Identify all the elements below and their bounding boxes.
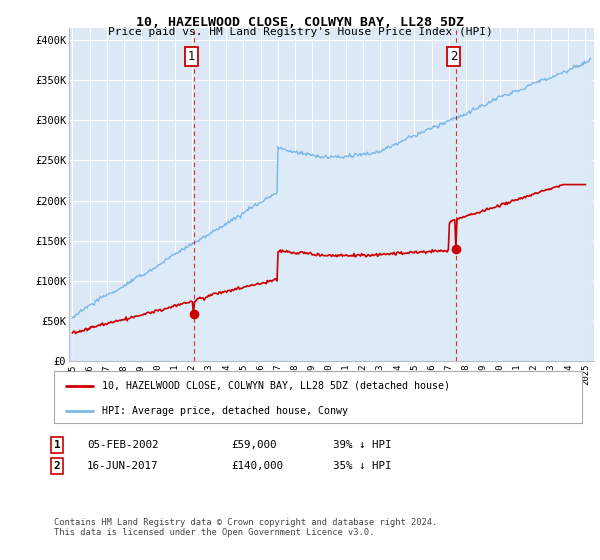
Text: 2: 2 bbox=[53, 461, 61, 471]
Text: £140,000: £140,000 bbox=[231, 461, 283, 471]
Text: HPI: Average price, detached house, Conwy: HPI: Average price, detached house, Conw… bbox=[101, 407, 347, 417]
Text: 2: 2 bbox=[450, 50, 458, 63]
Text: 16-JUN-2017: 16-JUN-2017 bbox=[87, 461, 158, 471]
Text: Price paid vs. HM Land Registry's House Price Index (HPI): Price paid vs. HM Land Registry's House … bbox=[107, 27, 493, 37]
Text: 1: 1 bbox=[53, 440, 61, 450]
Text: 35% ↓ HPI: 35% ↓ HPI bbox=[333, 461, 392, 471]
Text: £59,000: £59,000 bbox=[231, 440, 277, 450]
Text: 1: 1 bbox=[188, 50, 195, 63]
Text: 10, HAZELWOOD CLOSE, COLWYN BAY, LL28 5DZ (detached house): 10, HAZELWOOD CLOSE, COLWYN BAY, LL28 5D… bbox=[101, 381, 449, 391]
Text: Contains HM Land Registry data © Crown copyright and database right 2024.
This d: Contains HM Land Registry data © Crown c… bbox=[54, 518, 437, 538]
Text: 39% ↓ HPI: 39% ↓ HPI bbox=[333, 440, 392, 450]
Text: 05-FEB-2002: 05-FEB-2002 bbox=[87, 440, 158, 450]
Text: 10, HAZELWOOD CLOSE, COLWYN BAY, LL28 5DZ: 10, HAZELWOOD CLOSE, COLWYN BAY, LL28 5D… bbox=[136, 16, 464, 29]
